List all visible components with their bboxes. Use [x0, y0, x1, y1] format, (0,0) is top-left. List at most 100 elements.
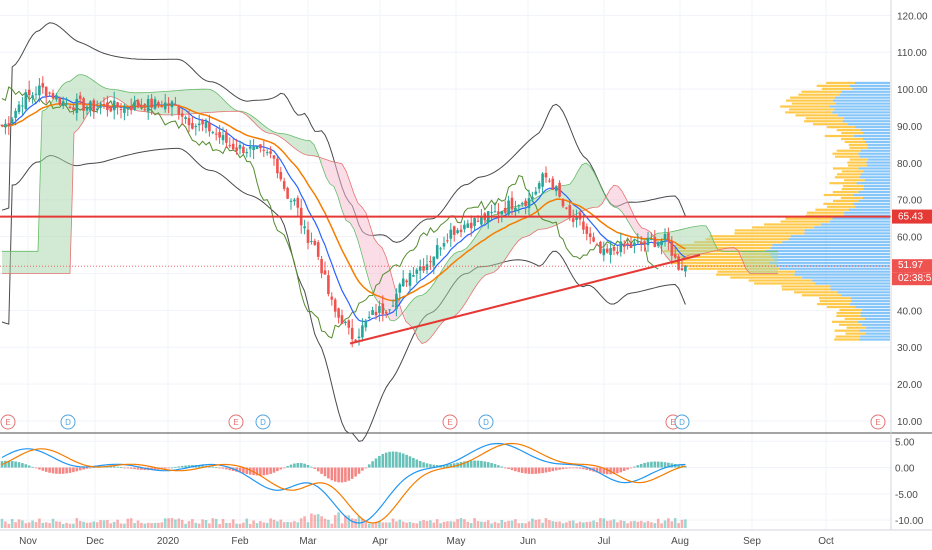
candle-body	[616, 251, 619, 254]
candle-body	[650, 239, 653, 241]
time-axis-label: Feb	[231, 536, 249, 547]
volume-bar	[31, 520, 34, 528]
vp-bar-up	[832, 199, 859, 202]
cloud-segment	[142, 92, 146, 112]
volume-bar	[367, 523, 371, 528]
vp-bar-down	[765, 249, 890, 253]
candle-body	[660, 240, 663, 246]
candle-body	[146, 99, 150, 112]
dividend-marker	[478, 414, 494, 430]
vp-bar-down	[844, 211, 890, 214]
vp-bar-up	[676, 244, 773, 247]
vp-bar-down	[859, 338, 890, 341]
macd-histogram-bar	[561, 467, 565, 470]
volume-bar	[565, 522, 568, 528]
time-axis[interactable]: Nov Dec 2020 Feb Mar Apr May Jun Jul Aug Sep Oct	[19, 536, 834, 547]
cloud-segment	[582, 162, 586, 212]
macd-histogram-bar	[116, 466, 119, 468]
cloud-segment	[478, 226, 482, 284]
cloud-segment	[118, 90, 122, 102]
candle-body	[201, 120, 204, 125]
volume-bar	[136, 520, 140, 528]
cloud-segment	[710, 232, 714, 252]
volume-bar	[92, 521, 96, 528]
macd-histogram-bar	[660, 461, 663, 468]
candle-body	[235, 147, 238, 152]
volume-bar	[490, 523, 493, 528]
volume-bar	[391, 518, 395, 528]
macd-histogram-bar	[31, 466, 34, 468]
volume-bar	[313, 514, 317, 528]
candle-body	[565, 207, 568, 209]
macd-histogram-bar	[299, 463, 303, 468]
volume-bar	[279, 519, 283, 528]
volume-bar	[327, 519, 330, 528]
candle-body	[527, 198, 531, 209]
candle-body	[534, 191, 538, 195]
volume-bar	[99, 520, 102, 528]
candle-body	[153, 99, 157, 109]
price-axis[interactable]: 120.00110.00100.0090.0080.0070.0060.0050…	[897, 11, 928, 428]
event-marker-label: D	[483, 418, 489, 427]
volume-bar	[296, 522, 300, 528]
cloud-segment	[26, 251, 30, 274]
macd-histogram-bar	[452, 463, 456, 468]
candle-body	[187, 117, 191, 126]
rising-trendline[interactable]	[349, 254, 701, 345]
vp-bar-down	[860, 311, 890, 315]
volume-bar	[480, 521, 483, 528]
last-price-tag-box	[892, 259, 932, 273]
cloud-segment	[214, 91, 218, 113]
volume-bar	[548, 520, 551, 528]
volume-bar	[286, 521, 289, 528]
cloud-segment	[322, 158, 326, 177]
macd-histogram-bar	[554, 467, 558, 471]
candle-body	[357, 336, 361, 339]
volume-bar	[259, 521, 262, 528]
volume-bar	[663, 520, 667, 528]
macd-histogram-bar	[218, 467, 221, 469]
cloud-segment	[630, 207, 634, 232]
earnings-marker	[870, 414, 886, 430]
candle-body	[541, 173, 544, 187]
macd-histogram-bar	[170, 467, 174, 469]
candle-body	[480, 216, 483, 225]
vp-bar-up	[780, 220, 830, 223]
macd-histogram-bar	[313, 467, 317, 469]
macd-histogram-bar	[480, 460, 483, 468]
candle-body	[269, 151, 272, 154]
volume-bar	[44, 522, 48, 528]
candle-body	[191, 123, 194, 129]
cloud-segment	[326, 159, 330, 184]
candle-body	[129, 105, 133, 111]
macd-histogram-bar	[214, 467, 218, 469]
vp-bar-up	[847, 164, 867, 167]
cloud-segment	[514, 205, 518, 247]
vp-bar-up	[832, 152, 859, 155]
cloud-segment	[114, 89, 118, 100]
volume-bar	[194, 522, 198, 528]
vp-bar-down	[841, 90, 890, 93]
candle-body	[95, 108, 99, 110]
candle-body	[551, 178, 555, 190]
volume-bar	[510, 520, 514, 528]
volume-bar	[357, 516, 361, 528]
cloud-segment	[542, 192, 546, 230]
macd-histogram-bar	[330, 467, 334, 481]
candle-body	[174, 104, 177, 106]
vp-bar-up	[826, 305, 856, 309]
macd-histogram-bar	[7, 460, 11, 468]
macd-histogram-bar	[622, 467, 626, 472]
candle-body	[609, 248, 612, 255]
vp-bar-down	[867, 146, 890, 149]
macd-histogram-bar	[582, 467, 585, 470]
price-axis-label: 30.00	[897, 343, 922, 354]
macd-axis[interactable]: 5.00 0.00 -5.00 -10.00	[895, 437, 924, 527]
candle-body	[626, 243, 629, 246]
candle-body	[282, 181, 286, 189]
volume-bar	[575, 523, 578, 528]
vp-bar-down	[850, 297, 890, 300]
cloud-segment	[498, 211, 502, 269]
vp-bar-up	[834, 176, 860, 179]
